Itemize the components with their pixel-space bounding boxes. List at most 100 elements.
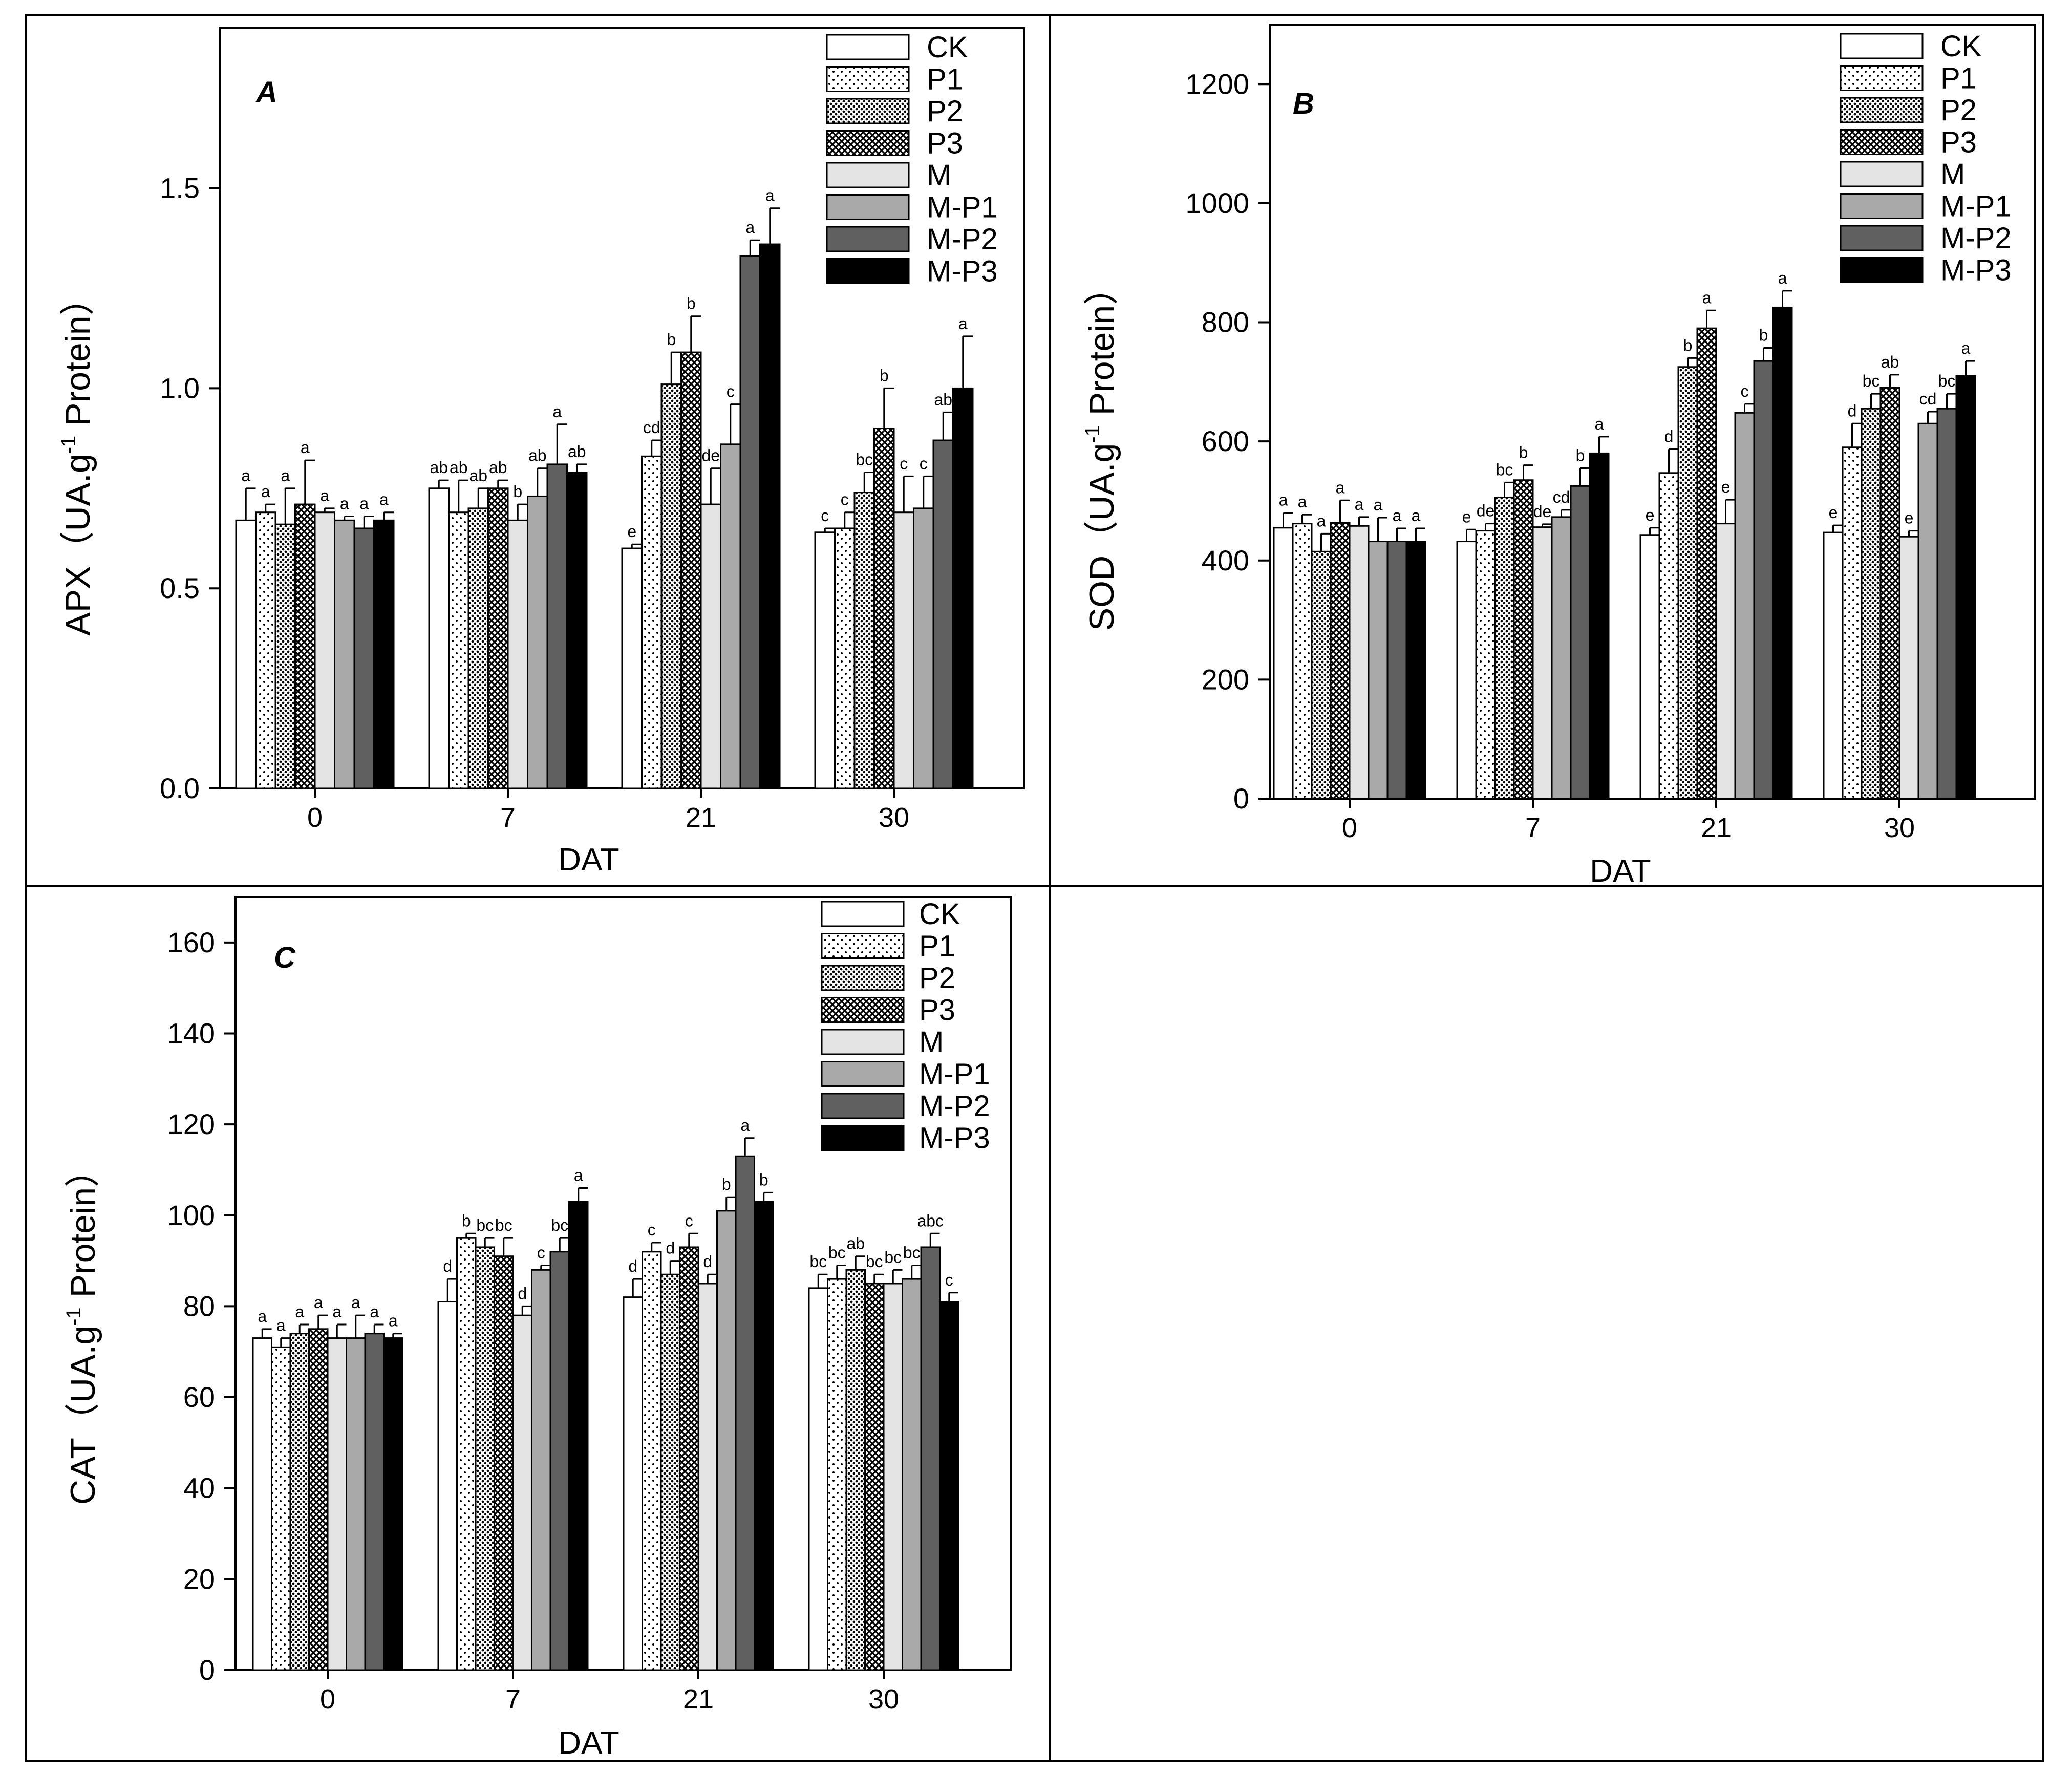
significance-letter: a (1961, 339, 1971, 357)
panel-c-xlabel: DAT (558, 1725, 619, 1761)
bar-p1 (641, 455, 663, 789)
y-tick-label: 0 (199, 1654, 215, 1686)
significance-letter: bc (866, 1252, 883, 1271)
legend-entry: P2 (1940, 94, 1977, 127)
legend-entry: CK (919, 898, 960, 931)
bar-m-p2 (932, 439, 954, 789)
significance-letter: e (1646, 506, 1655, 524)
significance-letter: b (880, 366, 889, 384)
significance-letter: bc (1863, 372, 1880, 390)
significance-letter: bc (828, 1243, 846, 1262)
bar-p1 (1842, 446, 1863, 800)
bar-ck (1639, 534, 1660, 800)
bar-m-p1 (1917, 422, 1938, 800)
bar-m-p3 (952, 387, 974, 789)
significance-letter: d (1848, 401, 1857, 420)
significance-letter: ab (568, 442, 586, 461)
y-tick-label: 1200 (1185, 68, 1249, 100)
legend-entry: P2 (919, 962, 955, 995)
bar-p3 (679, 1246, 699, 1671)
legend-swatch-m-p2 (1840, 225, 1924, 251)
significance-letter: a (261, 482, 270, 501)
bar-p1 (1475, 530, 1496, 800)
bar-p1 (827, 1278, 847, 1671)
bar-p3 (487, 487, 509, 789)
bar-m-p3 (754, 1201, 774, 1671)
bar-p1 (448, 511, 469, 789)
y-tick-label: 160 (167, 926, 215, 958)
bar-m-p2 (739, 255, 761, 789)
legend-swatch-p2 (821, 965, 905, 991)
bar-p2 (1494, 496, 1515, 800)
legend-swatch-m-p2 (821, 1093, 905, 1119)
x-tick-label: 7 (505, 1684, 521, 1715)
panel-b-xlabel: DAT (1590, 853, 1651, 889)
bar-m-p2 (364, 1333, 385, 1671)
x-tick-label: 7 (500, 802, 516, 833)
y-tick-label: 600 (1202, 425, 1249, 457)
panel-c-label: C (274, 941, 296, 974)
legend-swatch-p1 (821, 933, 905, 959)
significance-letter: bc (1496, 460, 1513, 479)
significance-letter: a (958, 314, 968, 333)
panel-b-ylabel-main: SOD（UA.g (1082, 443, 1121, 631)
y-tick-label: 40 (183, 1472, 215, 1504)
bar-m-p3 (939, 1301, 959, 1671)
significance-letter: bc (884, 1248, 902, 1266)
significance-letter: a (379, 490, 389, 509)
legend-entry: P3 (1940, 126, 1977, 159)
significance-letter: e (1462, 507, 1471, 526)
bar-ck (235, 519, 257, 789)
panel-b-ylabel-sup: -1 (1081, 425, 1104, 443)
significance-letter: a (276, 1316, 286, 1335)
significance-letter: c (685, 1211, 693, 1230)
panel-a-label: A (255, 76, 277, 109)
legend-swatch-p2 (826, 98, 910, 124)
significance-letter: a (1778, 269, 1787, 287)
bar-m (314, 511, 335, 789)
bar-ck (252, 1337, 272, 1671)
bar-m-p1 (902, 1278, 922, 1671)
bar-p2 (475, 1246, 495, 1671)
bar-p3 (1879, 387, 1900, 800)
bar-m (893, 511, 914, 789)
significance-letter: d (628, 1257, 637, 1275)
significance-letter: a (765, 186, 775, 205)
significance-letter: cd (1553, 488, 1570, 506)
significance-letter: a (1355, 495, 1364, 514)
significance-letter: a (745, 218, 755, 237)
bar-ck (437, 1301, 458, 1671)
bar-p3 (494, 1255, 514, 1671)
significance-letter: d (443, 1257, 452, 1275)
significance-letter: a (1298, 493, 1307, 511)
significance-letter: c (537, 1243, 545, 1262)
y-tick-label: 140 (167, 1017, 215, 1049)
panel-c-ylabel-sup: -1 (62, 1307, 85, 1326)
significance-letter: a (314, 1293, 323, 1312)
bar-m (1715, 523, 1736, 800)
significance-letter: c (727, 382, 735, 401)
significance-letter: a (1317, 511, 1326, 530)
bar-p1 (255, 511, 276, 789)
legend-entry: P1 (927, 63, 963, 96)
significance-letter: a (295, 1302, 304, 1321)
bar-m (1349, 525, 1370, 800)
y-tick-label: 0 (1233, 782, 1249, 815)
bar-m-p3 (383, 1337, 403, 1671)
bar-ck (814, 531, 836, 789)
significance-letter: bc (551, 1216, 568, 1234)
significance-letter: b (1576, 446, 1585, 464)
legend-entry: M-P1 (927, 191, 998, 224)
bar-p3 (1513, 479, 1534, 800)
legend-entry: P2 (927, 95, 963, 128)
bar-m (883, 1283, 903, 1671)
bar-p2 (1861, 408, 1882, 800)
significance-letter: bc (903, 1243, 921, 1262)
bar-m-p2 (549, 1251, 570, 1671)
bar-p2 (660, 1273, 680, 1671)
y-tick-label: 400 (1202, 544, 1249, 576)
significance-letter: a (1412, 506, 1421, 525)
significance-letter: b (1519, 443, 1528, 462)
legend-swatch-m-p2 (826, 226, 910, 252)
